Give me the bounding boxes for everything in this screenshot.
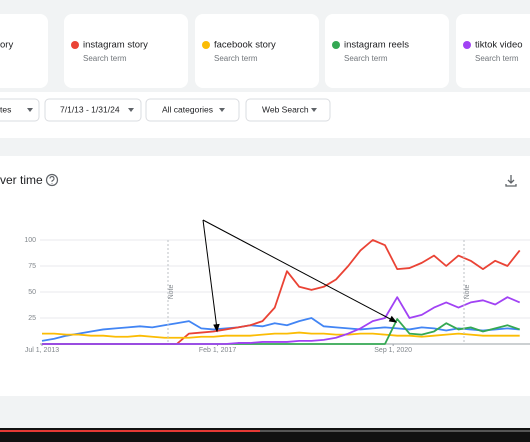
- term-card[interactable]: [0, 14, 48, 88]
- chart-card: [0, 156, 530, 396]
- filter-button[interactable]: [245, 98, 331, 122]
- annotation-arrow: [202, 219, 395, 322]
- arrow-head: [213, 323, 220, 333]
- filter-label: 7/1/13 - 1/31/24: [60, 104, 120, 114]
- term-subtitle: Search term: [344, 54, 388, 63]
- x-tick-label: Feb 1, 2017: [199, 347, 236, 354]
- term-card[interactable]: [456, 14, 530, 88]
- filter-button[interactable]: [0, 98, 40, 122]
- note-label: Note: [168, 285, 175, 300]
- term-dot: [463, 41, 471, 49]
- filter-button[interactable]: [44, 98, 142, 122]
- section-title: ver time: [0, 173, 43, 187]
- progress-fill: [0, 430, 260, 432]
- term-card[interactable]: [195, 14, 319, 88]
- term-name: instagram story: [83, 40, 148, 51]
- filter-label: Web Search: [262, 104, 309, 114]
- filter-label: tes: [0, 104, 11, 114]
- help-glyph: [49, 176, 55, 184]
- term-name: facebook story: [214, 40, 276, 51]
- annotation: [202, 219, 398, 333]
- dropdown-arrow: [128, 108, 134, 112]
- term-card[interactable]: [325, 14, 449, 88]
- chart: 25 50 75 100 Jul 1, 2013 Feb 1, 2017 Sep 1, 20…: [24, 237, 530, 354]
- annotation-arrow: [202, 219, 218, 330]
- dropdown-arrow: [311, 108, 317, 112]
- term-dot: [332, 41, 340, 49]
- x-tick-label: Jul 1, 2013: [25, 347, 59, 354]
- download-icon[interactable]: [505, 175, 517, 187]
- help-icon[interactable]: [45, 173, 59, 187]
- y-tick-label: 100: [24, 237, 36, 244]
- x-tick-label: Sep 1, 2020: [374, 347, 412, 354]
- term-subtitle: Search term: [214, 54, 258, 63]
- term-name: tiktok video: [475, 40, 523, 51]
- dropdown-arrow: [219, 108, 225, 112]
- series-line: [42, 296, 521, 345]
- filter-label: All categories: [162, 104, 213, 114]
- series-line: [42, 331, 520, 339]
- y-tick-label: 75: [28, 263, 36, 270]
- arrow-head: [388, 315, 398, 323]
- series-line: [41, 317, 520, 342]
- progress-track[interactable]: [0, 430, 530, 432]
- term-name: instagram reels: [344, 40, 409, 51]
- term-subtitle: Search term: [83, 54, 127, 63]
- y-tick-label: 25: [28, 315, 36, 322]
- term-card[interactable]: [64, 14, 188, 88]
- term-name: ory: [0, 40, 13, 51]
- filter-button[interactable]: [145, 98, 240, 122]
- term-subtitle: Search term: [475, 54, 519, 63]
- term-dot: [202, 41, 210, 49]
- y-tick-label: 50: [28, 289, 36, 296]
- note-label: Note: [464, 285, 471, 300]
- download-glyph: [505, 175, 517, 187]
- term-dot: [71, 41, 79, 49]
- dropdown-arrow: [27, 108, 33, 112]
